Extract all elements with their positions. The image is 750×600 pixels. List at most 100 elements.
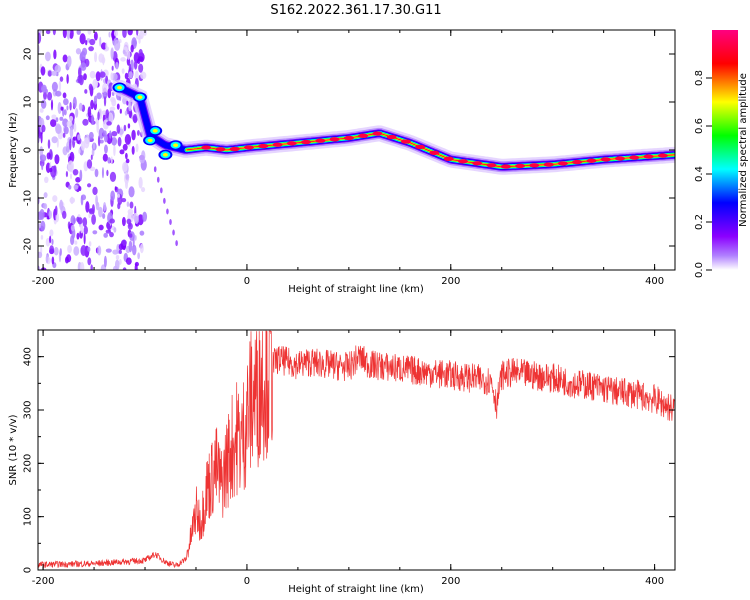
spectrogram-noise-blob [91, 204, 95, 215]
spectrogram-peak-spot [358, 133, 369, 138]
spectrogram-noise-blob [62, 132, 66, 138]
spectrogram-peak-spot [315, 138, 326, 143]
spectrogram-noise-blob [40, 84, 47, 93]
spectrogram-noise-blob [88, 241, 92, 247]
spectrogram-noise-blob [135, 143, 139, 153]
spectrogram-noise-blob [40, 99, 47, 109]
spectrogram-noise-blob [114, 39, 121, 51]
spectrogram-streak [153, 166, 157, 173]
snr-x-tick-label: 400 [645, 576, 664, 587]
spectrogram-noise-blob [103, 255, 107, 268]
spectrogram-y-tick-label: -20 [23, 238, 34, 254]
spectrogram-noise-blob [91, 214, 96, 225]
spectrogram-noise-blob [51, 70, 58, 76]
spectrogram-noise-blob [121, 68, 125, 74]
spectrogram-noise-blob [108, 31, 111, 38]
spectrogram-noise-blob [94, 51, 98, 63]
spectrogram-noise-blob [113, 30, 119, 37]
spectrogram-noise-blob [51, 114, 57, 120]
spectrogram-noise-blob [80, 141, 86, 151]
spectrogram-noise-blob [114, 259, 120, 270]
snr-background [38, 330, 675, 570]
spectrogram-peak-spot [400, 139, 411, 144]
spectrogram-peak-spot [429, 150, 440, 156]
spectrogram-noise-blob [49, 245, 55, 254]
spectrogram-noise-blob [130, 44, 134, 53]
spectrogram-noise-blob [118, 259, 122, 265]
spectrogram-noise-blob [69, 197, 76, 204]
spectrogram-noise-blob [63, 109, 67, 116]
spectrogram-noise-blob [118, 243, 124, 251]
spectrogram-noise-blob [89, 38, 96, 46]
spectrogram-noise-blob [105, 248, 112, 253]
spectrogram-noise-blob [44, 51, 51, 62]
snr-y-tick-label: 400 [23, 347, 34, 366]
spectrogram-noise-blob [122, 267, 127, 270]
snr-x-tick-label: 200 [441, 576, 460, 587]
snr-frame [37, 329, 676, 571]
spectrogram-noise-blob [126, 100, 129, 106]
spectrogram-peak-spot [500, 164, 511, 169]
spectrogram-ticks: -200 0 200 400 -20 -10 0 10 20 [23, 29, 675, 287]
spectrogram-streak [156, 176, 160, 183]
spectrogram-noise-blob [73, 184, 79, 190]
spectrogram-noise-blob [117, 193, 120, 198]
spectrogram-x-label: Height of straight line (km) [288, 284, 424, 295]
snr-ticks: -200 0 200 400 0 100 200 300 400 [23, 329, 675, 587]
spectrogram-peak-spot [301, 139, 312, 145]
spectrogram-noise-blob [70, 224, 75, 232]
spectrogram-noise-blob [131, 129, 136, 141]
spectrogram-noise-blob [79, 169, 83, 182]
spectrogram-noise-blob [87, 30, 92, 35]
snr-panel: -200 0 200 400 0 100 200 300 400 Height of strai… [8, 329, 676, 595]
spectrogram-noise-blob [73, 122, 77, 133]
spectrogram-noise-blob [83, 233, 86, 245]
spectrogram-noise-blob [103, 232, 108, 238]
spectrogram-noise-blob [59, 76, 64, 82]
spectrogram-noise-blob [126, 201, 130, 208]
spectrogram-noise-blob [90, 154, 93, 160]
colorbar-gradient [712, 30, 738, 270]
spectrogram-noise-blob [141, 187, 146, 193]
spectrogram-peak-spot [243, 145, 254, 150]
spectrogram-noise-blob [99, 139, 104, 144]
snr-y-tick-label: 0 [23, 567, 34, 573]
spectrogram-noise-blob [38, 32, 42, 44]
spectrogram-noise-blob [102, 82, 108, 95]
spectrogram-y-tick-label: 10 [23, 96, 34, 109]
spectrogram-peak-spot [600, 157, 611, 162]
spectrogram-noise-blob [111, 30, 115, 42]
spectrogram-early-blob-center [117, 85, 123, 90]
spectrogram-noise-blob [89, 208, 93, 213]
spectrogram-noise-blob [116, 103, 120, 110]
spectrogram-noise-blob [113, 144, 116, 157]
spectrogram-noise-blob [41, 124, 46, 133]
snr-y-label: SNR (10 * v/v) [8, 414, 19, 485]
spectrogram-noise-blob [85, 40, 88, 46]
spectrogram-noise-blob [69, 138, 72, 151]
spectrogram-noise-blob [139, 154, 146, 164]
spectrogram-noise-blob [109, 171, 117, 182]
spectrogram-noise-blob [47, 139, 51, 150]
spectrogram-noise-blob [72, 168, 79, 176]
spectrogram-noise-blob [50, 99, 54, 111]
spectrogram-noise-blob [79, 33, 86, 45]
spectrogram-noise-blob [114, 186, 117, 191]
spectrogram-noise-blob [51, 136, 58, 144]
spectrogram-noise-blob [55, 117, 59, 123]
spectrogram-noise-blob [122, 143, 128, 151]
spectrogram-noise-blob [45, 30, 51, 35]
spectrogram-noise-blob [99, 71, 106, 78]
spectrogram-noise-blob [122, 49, 126, 55]
spectrogram-noise-blob [134, 263, 138, 270]
spectrogram-noise-blob [69, 115, 74, 122]
spectrogram-noise-blob [124, 110, 128, 116]
spectrogram-noise-blob [66, 254, 72, 263]
spectrogram-noise-blob [63, 126, 69, 135]
spectrogram-noise-blob [110, 190, 116, 202]
spectrogram-noise-blob [132, 113, 138, 124]
spectrogram-streak [166, 208, 169, 215]
spectrogram-noise-blob [142, 211, 148, 222]
spectrogram-noise-blob [52, 30, 56, 36]
